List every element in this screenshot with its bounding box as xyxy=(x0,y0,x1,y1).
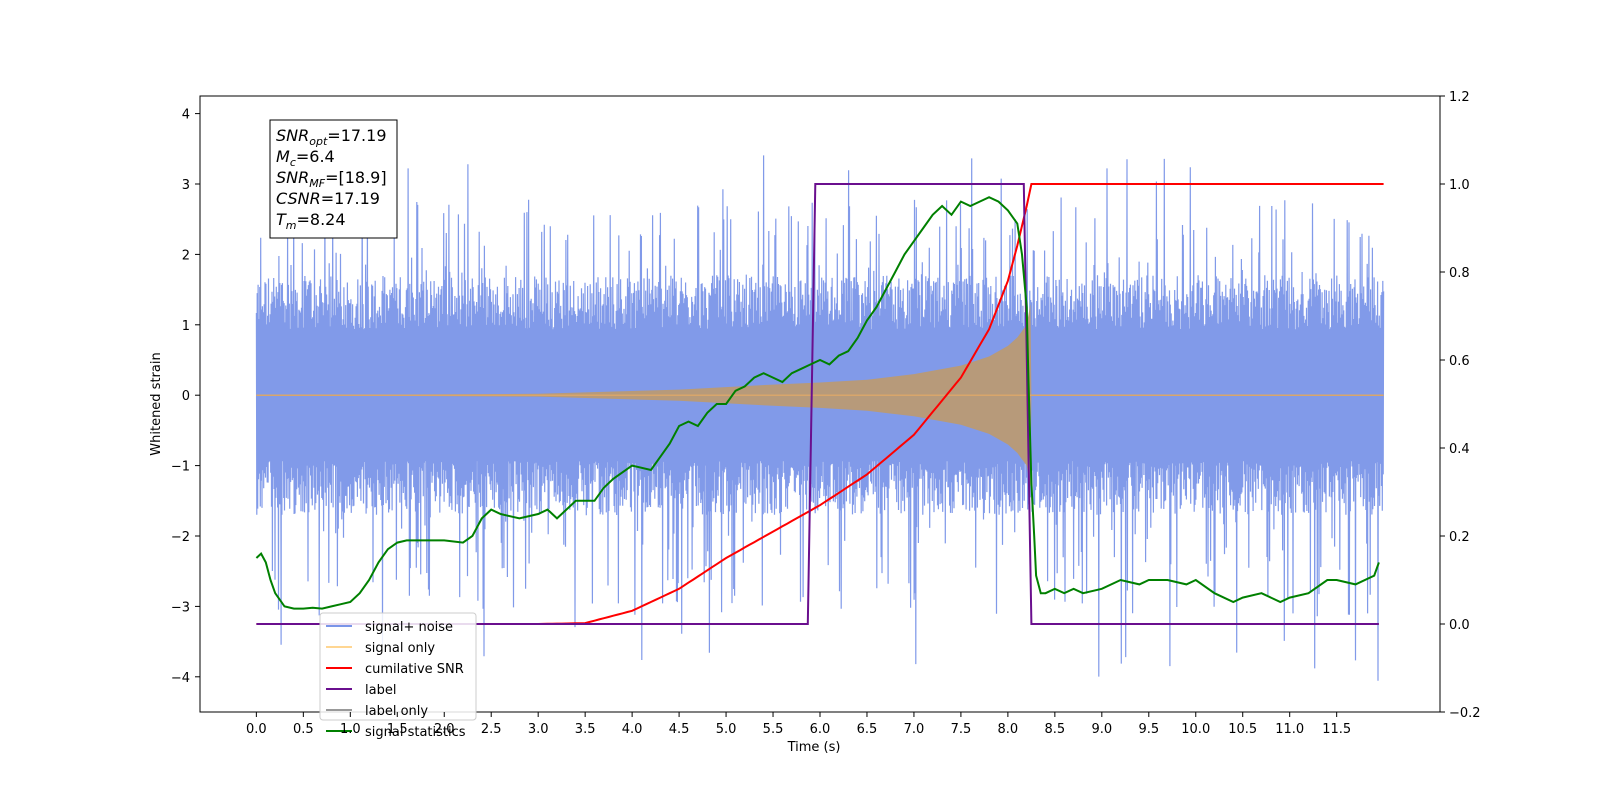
annotation-symbol: SNR xyxy=(276,168,309,187)
x-tick-label: 2.5 xyxy=(481,722,502,737)
y-right-tick-label: 1.2 xyxy=(1449,90,1470,105)
annotation-value: =17.19 xyxy=(321,189,380,208)
y-right-tick-label: 0.8 xyxy=(1449,266,1470,281)
x-tick-label: 2.0 xyxy=(434,722,455,737)
annotation-symbol: CSNR xyxy=(276,189,321,208)
legend-label-3: label xyxy=(365,683,396,698)
y-left-tick-label: −3 xyxy=(171,600,190,615)
legend: signal+ noise signal only cumilative SNR la… xyxy=(319,612,477,740)
x-tick-label: 7.0 xyxy=(904,722,925,737)
y-left-tick-label: −2 xyxy=(171,530,190,545)
annotation-subscript: c xyxy=(290,156,296,169)
x-tick-label: 6.5 xyxy=(857,722,878,737)
x-tick-label: 1.0 xyxy=(340,722,361,737)
x-tick-label: 8.0 xyxy=(998,722,1019,737)
signal-plus-noise-line xyxy=(255,155,1385,681)
legend-label-4: label only xyxy=(365,704,428,719)
x-tick-label: 0.0 xyxy=(246,722,267,737)
y-left-tick-label: 3 xyxy=(182,178,190,193)
x-tick-label: 5.0 xyxy=(716,722,737,737)
legend-label-2: cumilative SNR xyxy=(365,662,464,677)
annotation-frame xyxy=(269,119,398,239)
y-right-tick-label: −0.2 xyxy=(1449,706,1481,721)
x-tick-label: 10.0 xyxy=(1181,722,1210,737)
x-tick-label: 1.5 xyxy=(387,722,408,737)
legend-frame xyxy=(319,612,477,721)
label-line xyxy=(256,183,1379,625)
x-tick-label: 7.5 xyxy=(951,722,972,737)
legend-label-0: signal+ noise xyxy=(365,620,453,635)
y-left-tick-label: 4 xyxy=(182,108,190,123)
y-left-tick-label: 2 xyxy=(182,248,190,263)
y-left-tick-label: 0 xyxy=(182,389,190,404)
x-tick-label: 11.0 xyxy=(1275,722,1304,737)
x-tick-label: 0.5 xyxy=(293,722,314,737)
y-axis-label: Whitened strain xyxy=(149,352,164,455)
annotation-subscript: opt xyxy=(309,135,328,148)
x-tick-label: 3.0 xyxy=(528,722,549,737)
y-right-tick-label: 0.2 xyxy=(1449,530,1470,545)
annotation-line-4: Tm=8.24 xyxy=(276,210,346,232)
x-tick-label: 11.5 xyxy=(1322,722,1351,737)
annotation-symbol: SNR xyxy=(276,126,309,145)
y-right-tick-label: 1.0 xyxy=(1449,178,1470,193)
x-tick-label: 6.0 xyxy=(810,722,831,737)
annotation-line-2: SNRMF=[18.9] xyxy=(276,168,387,190)
legend-label-1: signal only xyxy=(365,641,435,656)
y-left-tick-label: 1 xyxy=(182,319,190,334)
annotation-symbol: M xyxy=(276,147,290,166)
signal-statistics-line xyxy=(255,196,1380,610)
y-left-tick-label: −4 xyxy=(171,671,190,686)
annotation-line-3: CSNR=17.19 xyxy=(276,189,380,208)
annotation-subscript: m xyxy=(286,219,297,232)
x-tick-label: 4.5 xyxy=(669,722,690,737)
annotation-symbol: T xyxy=(276,210,287,229)
annotation-line-0: SNRopt=17.19 xyxy=(276,126,387,148)
annotation-subscript: MF xyxy=(309,177,325,190)
y-left-tick-label: −1 xyxy=(171,460,190,475)
y-right-tick-label: 0.0 xyxy=(1449,618,1470,633)
x-axis-label: Time (s) xyxy=(787,740,841,755)
axes-ticks: 0.0 0.5 1.0 1.5 2.0 2.5 3.0 3.5 4.0 4.5 5.0 5.5 6.0 6… xyxy=(171,90,1481,737)
x-tick-label: 3.5 xyxy=(575,722,596,737)
annotation-line-1: Mc=6.4 xyxy=(276,147,335,169)
annotation-value: =17.19 xyxy=(327,126,386,145)
x-tick-label: 4.0 xyxy=(622,722,643,737)
annotation-box: SNRopt=17.19Mc=6.4SNRMF=[18.9]CSNR=17.19… xyxy=(269,119,398,239)
x-tick-label: 10.5 xyxy=(1228,722,1257,737)
x-tick-label: 9.0 xyxy=(1091,722,1112,737)
annotation-value: =8.24 xyxy=(297,210,346,229)
legend-label-5: signal statistics xyxy=(365,725,466,740)
annotation-value: =[18.9] xyxy=(325,168,387,187)
x-tick-label: 5.5 xyxy=(763,722,784,737)
y-right-tick-label: 0.6 xyxy=(1449,354,1470,369)
y-right-tick-label: 0.4 xyxy=(1449,442,1470,457)
x-tick-label: 9.5 xyxy=(1138,722,1159,737)
x-tick-label: 8.5 xyxy=(1045,722,1066,737)
annotation-value: =6.4 xyxy=(296,147,335,166)
